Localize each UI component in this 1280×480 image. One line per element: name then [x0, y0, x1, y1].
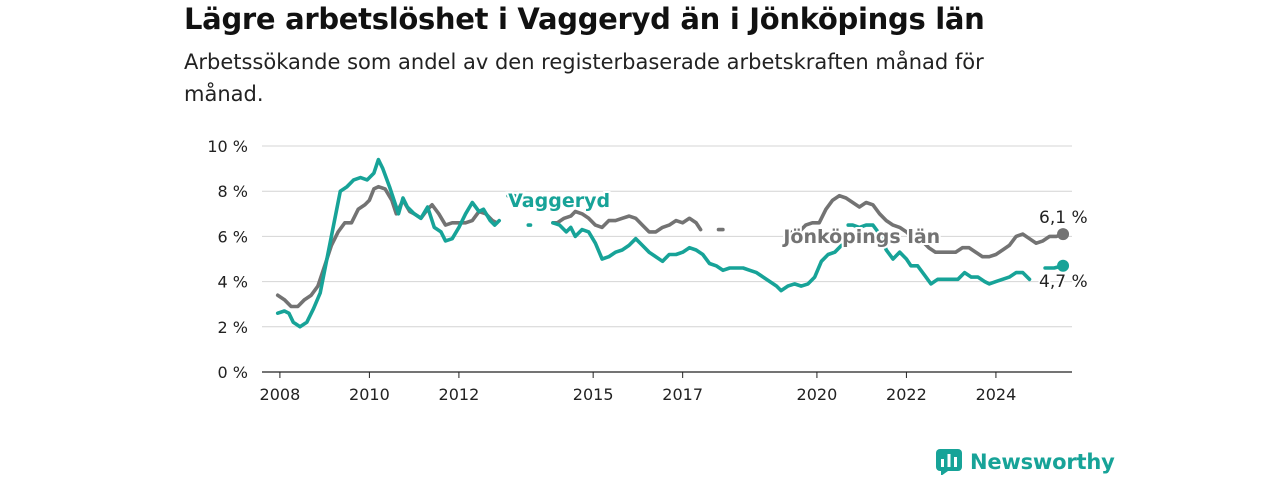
x-tick-label: 2022: [886, 385, 927, 404]
y-tick-label: 2 %: [218, 318, 248, 337]
series-line-vaggeryd: [275, 157, 1065, 329]
x-tick-label: 2012: [439, 385, 480, 404]
end-value-label: 4,7 %: [1039, 272, 1088, 292]
x-tick-label: 2017: [662, 385, 703, 404]
x-tick-label: 2015: [573, 385, 614, 404]
brand-name: Newsworthy: [970, 450, 1115, 474]
series-label: Jönköpings län: [781, 226, 940, 248]
chart-subtitle: Arbetssökande som andel av den registerb…: [184, 50, 984, 106]
end-value-label: 6,1 %: [1039, 208, 1088, 228]
endpoint-dot: [1057, 228, 1070, 241]
y-tick-label: 6 %: [218, 227, 248, 246]
y-tick-label: 4 %: [218, 273, 248, 292]
series-label: Vaggeryd: [508, 190, 610, 212]
y-tick-label: 8 %: [218, 182, 248, 201]
y-tick-label: 10 %: [207, 137, 248, 156]
endpoint-dot: [1057, 259, 1070, 272]
newsworthy-logo-icon: [936, 449, 962, 475]
brand-logo: Newsworthy: [936, 446, 1115, 478]
x-tick-label: 2024: [976, 385, 1017, 404]
chart-title: Lägre arbetslöshet i Vaggeryd än i Jönkö…: [184, 2, 985, 36]
x-tick-label: 2008: [260, 385, 301, 404]
y-tick-label: 0 %: [218, 363, 248, 382]
x-tick-label: 2020: [797, 385, 838, 404]
x-tick-label: 2010: [349, 385, 390, 404]
